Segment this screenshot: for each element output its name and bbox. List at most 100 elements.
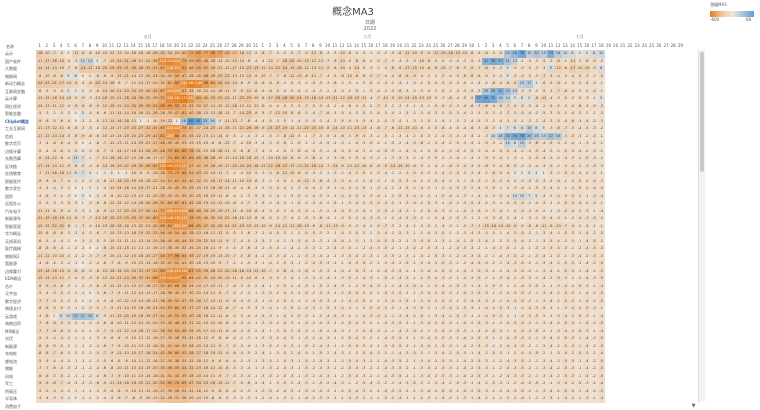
heatmap-cell[interactable]: -3 — [482, 387, 490, 395]
heatmap-cell[interactable]: -41 — [151, 207, 159, 215]
heatmap-cell[interactable]: -3 — [525, 87, 533, 95]
heatmap-cell[interactable]: -3 — [309, 252, 317, 260]
heatmap-cell[interactable]: -14 — [216, 125, 224, 133]
heatmap-cell[interactable]: -4 — [252, 57, 260, 65]
heatmap-cell[interactable]: -30 — [208, 215, 216, 223]
heatmap-cell[interactable]: -3 — [367, 155, 375, 163]
heatmap-cell[interactable]: -7 — [100, 140, 108, 148]
heatmap-cell[interactable]: -2 — [86, 177, 94, 185]
heatmap-cell[interactable]: -3 — [288, 387, 296, 395]
heatmap-cell[interactable]: 18 — [532, 132, 540, 140]
heatmap-cell[interactable]: -5 — [36, 335, 44, 343]
heatmap-cell[interactable]: -6 — [108, 357, 116, 365]
heatmap-cell[interactable]: -11 — [208, 290, 216, 298]
heatmap-cell[interactable]: -11 — [216, 327, 224, 335]
heatmap-cell[interactable]: -4 — [403, 312, 411, 320]
heatmap-cell[interactable]: -2 — [468, 290, 476, 298]
heatmap-cell[interactable]: -3 — [417, 365, 425, 373]
heatmap-cell[interactable]: -73 — [172, 170, 180, 178]
heatmap-cell[interactable]: -4 — [360, 215, 368, 223]
heatmap-cell[interactable]: -3 — [482, 185, 490, 193]
heatmap-cell[interactable]: -3 — [403, 327, 411, 335]
heatmap-cell[interactable]: -18 — [108, 222, 116, 230]
heatmap-cell[interactable]: -15 — [201, 147, 209, 155]
heatmap-cell[interactable]: -3 — [280, 50, 288, 58]
heatmap-cell[interactable]: -2 — [460, 237, 468, 245]
heatmap-cell[interactable]: -5 — [57, 320, 65, 328]
heatmap-cell[interactable]: -2 — [396, 297, 404, 305]
heatmap-cell[interactable]: -3 — [540, 237, 548, 245]
heatmap-cell[interactable]: -5 — [511, 102, 519, 110]
heatmap-cell[interactable]: -3 — [468, 252, 476, 260]
heatmap-cell[interactable]: -4 — [460, 365, 468, 373]
heatmap-cell[interactable]: -16 — [115, 117, 123, 125]
heatmap-cell[interactable]: -3 — [302, 117, 310, 125]
heatmap-cell[interactable]: -3 — [403, 155, 411, 163]
heatmap-cell[interactable]: -11 — [216, 237, 224, 245]
heatmap-cell[interactable]: -4 — [93, 365, 101, 373]
heatmap-cell[interactable]: -15 — [129, 222, 137, 230]
heatmap-cell[interactable]: -4 — [93, 125, 101, 133]
heatmap-cell[interactable]: -5 — [57, 365, 65, 373]
heatmap-cell[interactable]: -4 — [374, 305, 382, 313]
heatmap-cell[interactable]: -4 — [309, 110, 317, 118]
heatmap-cell[interactable]: -4 — [568, 140, 576, 148]
heatmap-cell[interactable]: -5 — [439, 72, 447, 80]
heatmap-cell[interactable]: -5 — [266, 215, 274, 223]
heatmap-cell[interactable]: -8 — [259, 102, 267, 110]
heatmap-cell[interactable]: -5 — [417, 305, 425, 313]
heatmap-cell[interactable]: -1 — [576, 267, 584, 275]
heatmap-cell[interactable]: -1 — [432, 185, 440, 193]
heatmap-cell[interactable]: -11 — [50, 102, 58, 110]
heatmap-cell[interactable]: -2 — [446, 177, 454, 185]
heatmap-cell[interactable]: -16 — [136, 110, 144, 118]
heatmap-cell[interactable]: -4 — [583, 290, 591, 298]
heatmap-cell[interactable]: -16 — [151, 387, 159, 395]
heatmap-cell[interactable]: -4 — [302, 395, 310, 403]
heatmap-cell[interactable]: -6 — [230, 282, 238, 290]
heatmap-cell[interactable]: -2 — [309, 357, 317, 365]
heatmap-cell[interactable]: -3 — [496, 65, 504, 73]
heatmap-cell[interactable]: -3 — [554, 140, 562, 148]
heatmap-cell[interactable]: -55 — [172, 312, 180, 320]
heatmap-cell[interactable]: 20 — [504, 50, 512, 58]
heatmap-cell[interactable]: -4 — [568, 110, 576, 118]
heatmap-cell[interactable]: -14 — [115, 185, 123, 193]
heatmap-cell[interactable]: -15 — [396, 162, 404, 170]
heatmap-cell[interactable]: -24 — [295, 95, 303, 103]
heatmap-cell[interactable]: -14 — [208, 87, 216, 95]
heatmap-cell[interactable]: -3 — [324, 267, 332, 275]
heatmap-cell[interactable]: 5 — [64, 72, 72, 80]
heatmap-cell[interactable]: -10 — [64, 80, 72, 88]
heatmap-cell[interactable]: -5 — [468, 237, 476, 245]
heatmap-cell[interactable]: -21 — [115, 275, 123, 283]
heatmap-cell[interactable]: -4 — [93, 372, 101, 380]
heatmap-cell[interactable]: -4 — [583, 267, 591, 275]
heatmap-cell[interactable]: -12 — [223, 65, 231, 73]
heatmap-cell[interactable]: -1 — [295, 357, 303, 365]
heatmap-cell[interactable]: -4 — [482, 305, 490, 313]
heatmap-cell[interactable]: -8 — [129, 395, 137, 403]
heatmap-cell[interactable]: -5 — [381, 245, 389, 253]
heatmap-cell[interactable]: -4 — [367, 177, 375, 185]
heatmap-cell[interactable]: -13 — [115, 50, 123, 58]
heatmap-cell[interactable]: -3 — [460, 312, 468, 320]
heatmap-cell[interactable]: -5 — [345, 290, 353, 298]
heatmap-cell[interactable]: -4 — [381, 387, 389, 395]
heatmap-cell[interactable]: -33 — [158, 320, 166, 328]
heatmap-cell[interactable]: -13 — [43, 125, 51, 133]
heatmap-cell[interactable]: -119 — [165, 267, 174, 275]
heatmap-cell[interactable]: -3 — [295, 207, 303, 215]
heatmap-cell[interactable]: -13 — [108, 132, 116, 140]
heatmap-cell[interactable]: -12 — [288, 125, 296, 133]
heatmap-cell[interactable]: -5 — [489, 282, 497, 290]
heatmap-cell[interactable]: -5 — [64, 252, 72, 260]
heatmap-cell[interactable]: -7 — [122, 395, 130, 403]
heatmap-cell[interactable]: -5 — [576, 312, 584, 320]
heatmap-cell[interactable]: -11 — [57, 125, 65, 133]
heatmap-cell[interactable]: -5 — [460, 65, 468, 73]
heatmap-cell[interactable]: -177 — [180, 95, 188, 103]
heatmap-cell[interactable]: -2 — [432, 372, 440, 380]
heatmap-cell[interactable]: -2 — [324, 200, 332, 208]
heatmap-cell[interactable]: -4 — [547, 260, 555, 268]
